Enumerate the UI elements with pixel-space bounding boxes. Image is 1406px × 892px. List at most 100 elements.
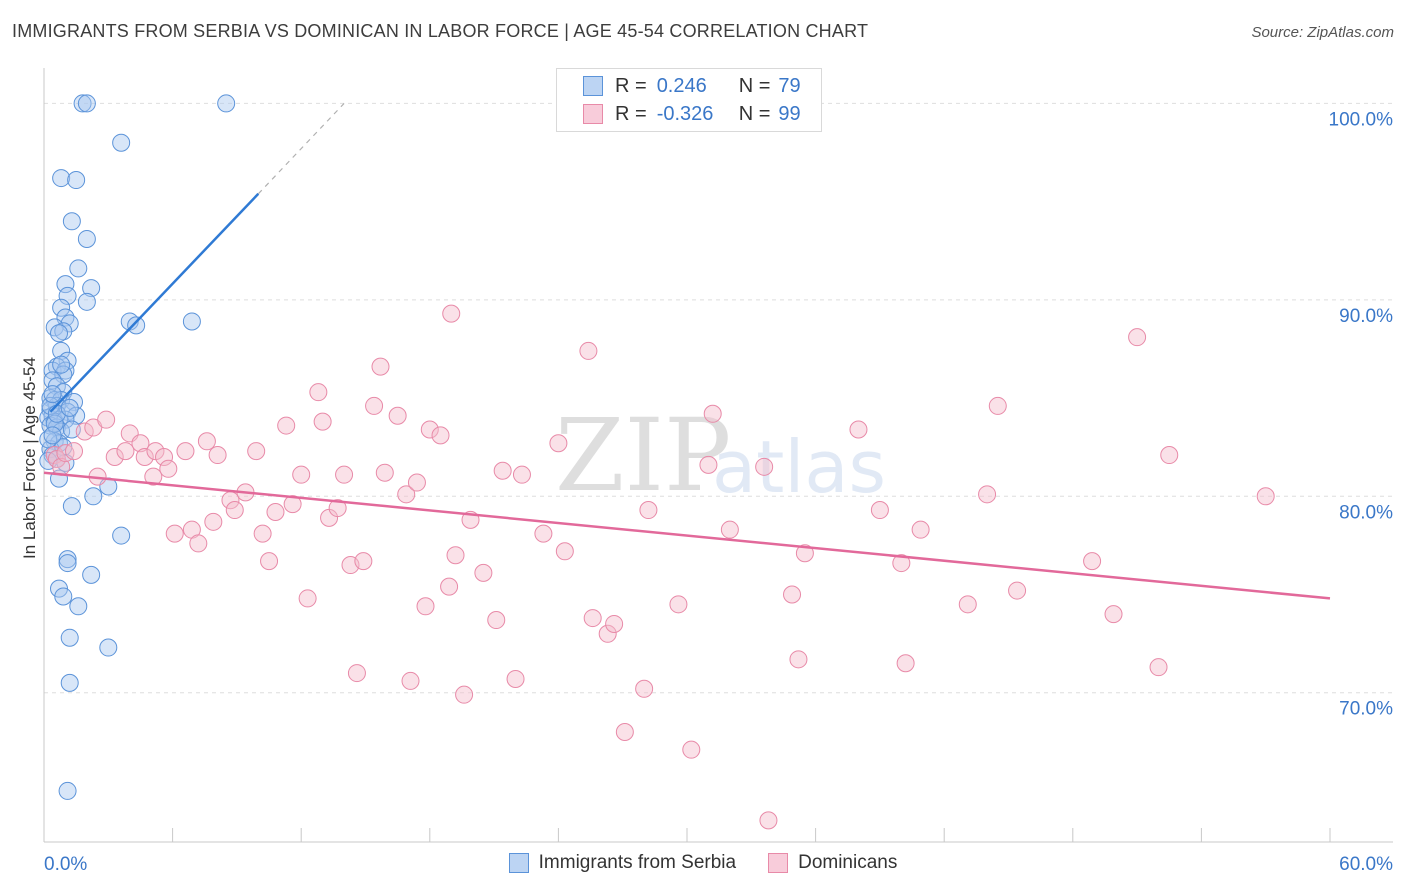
serbia-point [77, 229, 96, 248]
dominican-point [1128, 328, 1147, 347]
dominican-point [896, 654, 915, 673]
serbia-point [73, 94, 92, 113]
serbia-point [84, 487, 103, 506]
serbia-point [60, 398, 79, 417]
serbia-point [58, 550, 77, 569]
dominican-point [720, 520, 739, 539]
serbia-point [127, 316, 146, 335]
dominican-point [159, 459, 178, 478]
dominican-point [455, 685, 474, 704]
dominican-point [493, 461, 512, 480]
serbia-point [43, 385, 62, 404]
dominican-point [870, 501, 889, 520]
dominican-point [849, 420, 868, 439]
serbia-point [60, 628, 79, 647]
dominican-point [605, 614, 624, 633]
dominican-point [388, 406, 407, 425]
dominican-point [512, 465, 531, 484]
dominican-point [225, 501, 244, 520]
dominican-point [639, 501, 658, 520]
dominican-point [555, 542, 574, 561]
dominican-point [165, 524, 184, 543]
x-tick-label: 60.0% [1339, 854, 1393, 875]
bottom-legend-label: Dominicans [798, 852, 898, 873]
serbia-point [69, 259, 88, 278]
dominican-point [247, 442, 266, 461]
serbia-point [43, 426, 62, 445]
serbia-point [67, 171, 86, 190]
bottom-legend-dominicans[interactable]: Dominicans [768, 852, 897, 874]
dominican-point [598, 624, 617, 643]
dominican-point [204, 512, 223, 531]
chart-title: IMMIGRANTS FROM SERBIA VS DOMINICAN IN L… [12, 21, 869, 41]
serbia-point [52, 169, 71, 188]
dominican-point [1008, 581, 1027, 600]
bottom-legend-serbia[interactable]: Immigrants from Serbia [508, 852, 737, 874]
y-axis-label: In Labor Force | Age 45-54 [20, 357, 39, 559]
legend-r-value: 0.246 [656, 74, 707, 97]
dominican-point [292, 465, 311, 484]
legend-n-value: 79 [778, 74, 801, 97]
serbia-point [77, 94, 96, 113]
bottom-legend-label: Immigrants from Serbia [538, 852, 737, 873]
dominican-point [1256, 487, 1275, 506]
dominican-point [615, 723, 634, 741]
dominican-point [416, 597, 435, 616]
serbia-point [99, 638, 118, 657]
legend-row-dominicans: R = -0.326 N = 99 [583, 100, 801, 128]
dominican-point [197, 432, 216, 451]
dominican-point [635, 679, 654, 698]
dominican-point [260, 552, 279, 571]
bottom-swatch-dominicans [768, 853, 789, 873]
dominican-point [431, 426, 450, 445]
dominican-point [1104, 605, 1123, 624]
dominican-point [155, 448, 174, 466]
dominican-point [407, 473, 426, 492]
legend-box: R = 0.246 N = 79 R = -0.326 N = 99 [556, 68, 822, 132]
serbia-point [52, 298, 71, 317]
dominican-point [682, 740, 701, 759]
dominican-point [277, 416, 296, 435]
serbia-point [182, 312, 201, 331]
serbia-point [58, 554, 77, 573]
legend-n-value: 99 [778, 102, 801, 125]
legend-row-serbia: R = 0.246 N = 79 [583, 72, 801, 100]
dominican-point [579, 341, 598, 360]
dominican-point [1083, 552, 1102, 571]
dominican-point [487, 611, 506, 630]
legend-r-label: R = [615, 74, 647, 97]
bottom-legend: Immigrants from Serbia Dominicans [0, 852, 1406, 874]
dominican-point [506, 669, 525, 688]
watermark: ZIP atlas [555, 397, 886, 514]
dominican-point [759, 811, 778, 830]
serbia-point [82, 565, 101, 584]
y-tick-label: 100.0% [1329, 109, 1394, 130]
serbia-point [52, 355, 71, 374]
dominican-point [328, 499, 347, 518]
serbia-point [217, 94, 236, 113]
y-tick-label: 80.0% [1339, 502, 1393, 523]
legend-swatch-serbia [583, 76, 603, 96]
dominican-point [988, 396, 1007, 415]
serbia-point [62, 212, 81, 231]
serbia-point [60, 673, 79, 692]
dominican-point [440, 577, 459, 596]
dominican-point [795, 544, 814, 563]
dominican-point [131, 434, 150, 453]
dominican-point [335, 465, 354, 484]
serbia-point [50, 324, 69, 343]
serbia-point [82, 279, 101, 298]
dominican-point [911, 520, 930, 539]
serbia-point [58, 286, 77, 305]
dominican-point [298, 589, 317, 608]
dominican-point [266, 503, 285, 521]
dominican-point [549, 434, 568, 453]
x-tick-label: 0.0% [44, 854, 87, 875]
dominican-point [474, 563, 493, 582]
dominican-point [375, 463, 394, 482]
legend-n-label: N = [738, 74, 771, 97]
serbia-trend-extension [257, 103, 345, 195]
dominican-point [176, 442, 195, 461]
serbia-point [112, 526, 131, 545]
